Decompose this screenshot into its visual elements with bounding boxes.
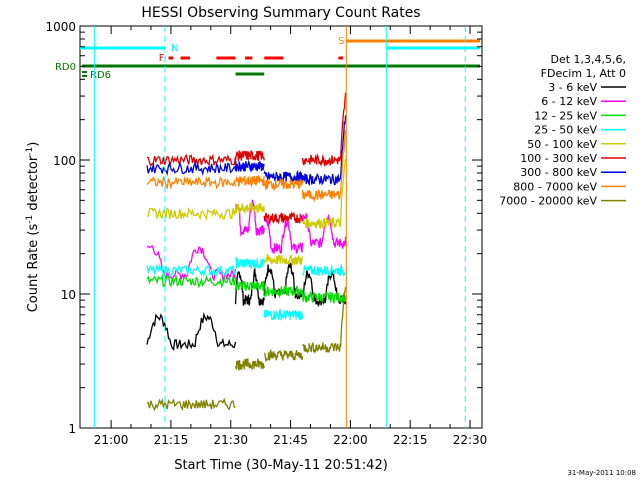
series-line-7 bbox=[235, 174, 265, 188]
legend-label: 50 - 100 keV bbox=[527, 138, 597, 151]
y-tick-label: 10 bbox=[61, 288, 76, 302]
series-line-8 bbox=[302, 286, 347, 354]
series-line-6 bbox=[234, 159, 265, 172]
y-axis-label: Count Rate (s-1 detector-1) bbox=[25, 142, 41, 313]
series-line-3 bbox=[301, 263, 346, 277]
y-axis-label-sup2: -1 bbox=[25, 147, 35, 156]
series-line-8 bbox=[234, 357, 265, 372]
y-axis-ticks: 1 10 100 1000 bbox=[45, 20, 482, 436]
series-line-4 bbox=[146, 207, 237, 221]
legend-label: 25 - 50 keV bbox=[534, 124, 597, 137]
series-line-0 bbox=[234, 267, 265, 306]
series-line-0 bbox=[146, 312, 237, 351]
y-axis-label-sup1: -1 bbox=[25, 215, 35, 224]
series-line-3 bbox=[263, 308, 304, 321]
x-axis-label: Start Time (30-May-11 20:51:42) bbox=[174, 458, 388, 473]
series-line-2 bbox=[263, 284, 304, 299]
legend-label: 7000 - 20000 keV bbox=[499, 195, 597, 208]
legend-label: 6 - 12 keV bbox=[541, 95, 597, 108]
series-line-7 bbox=[146, 175, 237, 190]
series-line-3 bbox=[234, 255, 265, 270]
x-axis-ticks: 21:00 21:15 21:30 21:45 22:00 22:15 22:30 bbox=[94, 26, 488, 447]
series-line-5 bbox=[301, 92, 347, 168]
series-line-2 bbox=[234, 280, 265, 292]
flag-label-s: S bbox=[338, 36, 344, 47]
x-tick-label: 21:45 bbox=[273, 433, 308, 447]
series-line-3 bbox=[146, 262, 237, 278]
series-line-5 bbox=[146, 153, 237, 168]
flag-label-f: F bbox=[159, 53, 165, 64]
flag-label-n: N bbox=[171, 43, 178, 54]
series-line-2 bbox=[146, 273, 237, 289]
vertical-markers bbox=[93, 26, 466, 428]
series-line-6 bbox=[146, 160, 237, 177]
series-line-1 bbox=[234, 199, 265, 237]
series-line-8 bbox=[146, 397, 236, 412]
plot-frame bbox=[79, 25, 483, 429]
y-axis-label-mid: detector bbox=[26, 155, 41, 215]
legend-label: 12 - 25 keV bbox=[534, 109, 597, 122]
y-tick-label: 100 bbox=[53, 154, 76, 168]
series-line-4 bbox=[301, 158, 347, 230]
series-line-1 bbox=[146, 245, 237, 283]
y-axis-label-main: Count Rate (s bbox=[26, 224, 41, 313]
series-line-8 bbox=[264, 348, 304, 363]
x-tick-label: 22:00 bbox=[333, 433, 368, 447]
y-tick-label: 1 bbox=[68, 422, 76, 436]
series-line-7 bbox=[301, 130, 347, 203]
flag-bars: NF S RD0 RD6 bbox=[55, 36, 480, 81]
series-line-7 bbox=[263, 178, 304, 192]
series-line-5 bbox=[263, 211, 303, 226]
flag-label-rd6: RD6 bbox=[90, 70, 111, 81]
y-tick-label: 1000 bbox=[45, 20, 76, 34]
legend-label: 100 - 300 keV bbox=[520, 152, 597, 165]
series-lines bbox=[146, 92, 347, 412]
legend-header-2: FDecim 1, Att 0 bbox=[541, 67, 626, 80]
date-stamp: 31-May-2011 10:08 bbox=[567, 469, 636, 477]
legend-label: 800 - 7000 keV bbox=[513, 180, 597, 193]
series-line-1 bbox=[263, 217, 304, 254]
legend-header-1: Det 1,3,4,5,6, bbox=[550, 53, 626, 66]
flag-label-rd0: RD0 bbox=[55, 62, 76, 73]
series-line-2 bbox=[301, 290, 347, 305]
series-line-4 bbox=[234, 202, 265, 215]
x-tick-label: 22:15 bbox=[393, 433, 428, 447]
legend-label: 300 - 800 keV bbox=[520, 166, 597, 179]
x-tick-label: 21:00 bbox=[94, 433, 129, 447]
series-line-1 bbox=[301, 213, 347, 250]
x-tick-label: 21:30 bbox=[213, 433, 248, 447]
chart-title: HESSI Observing Summary Count Rates bbox=[141, 5, 420, 21]
series-line-4 bbox=[263, 253, 304, 266]
y-axis-label-end: ) bbox=[26, 142, 41, 147]
x-tick-label: 21:15 bbox=[154, 433, 189, 447]
series-line-6 bbox=[301, 115, 347, 187]
series-line-5 bbox=[234, 150, 265, 162]
x-tick-label: 22:30 bbox=[453, 433, 488, 447]
legend-label: 3 - 6 keV bbox=[548, 81, 597, 94]
